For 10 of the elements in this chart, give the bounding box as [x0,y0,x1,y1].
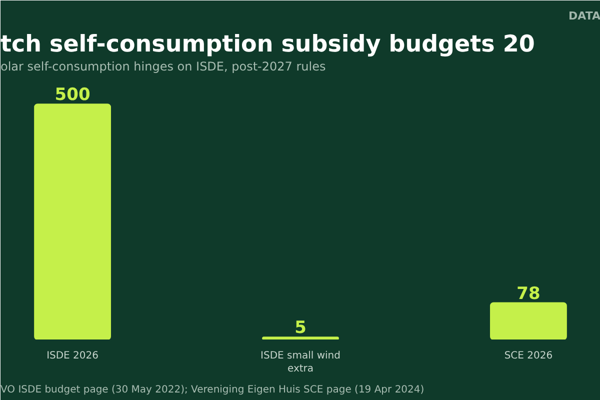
text: DATA [568,10,600,22]
text: VO ISDE budget page (30 May 2022); Vereniging Eigen Huis SCE page (19 Apr 2024) [0,384,424,396]
x-tick-label: ISDE 2026 [46,350,99,362]
data-label: 5 [294,318,306,338]
x-tick-label: SCE 2026 [504,350,553,362]
chart-subtitle: olar self-consumption hinges on ISDE, post-2027 rules [0,60,326,74]
chart-title: tch self-consumption subsidy budgets 20 [0,32,535,58]
data-label: 78 [516,284,540,304]
data-label: 500 [54,85,90,106]
x-tick-label: ISDE small wind extra [260,350,340,375]
